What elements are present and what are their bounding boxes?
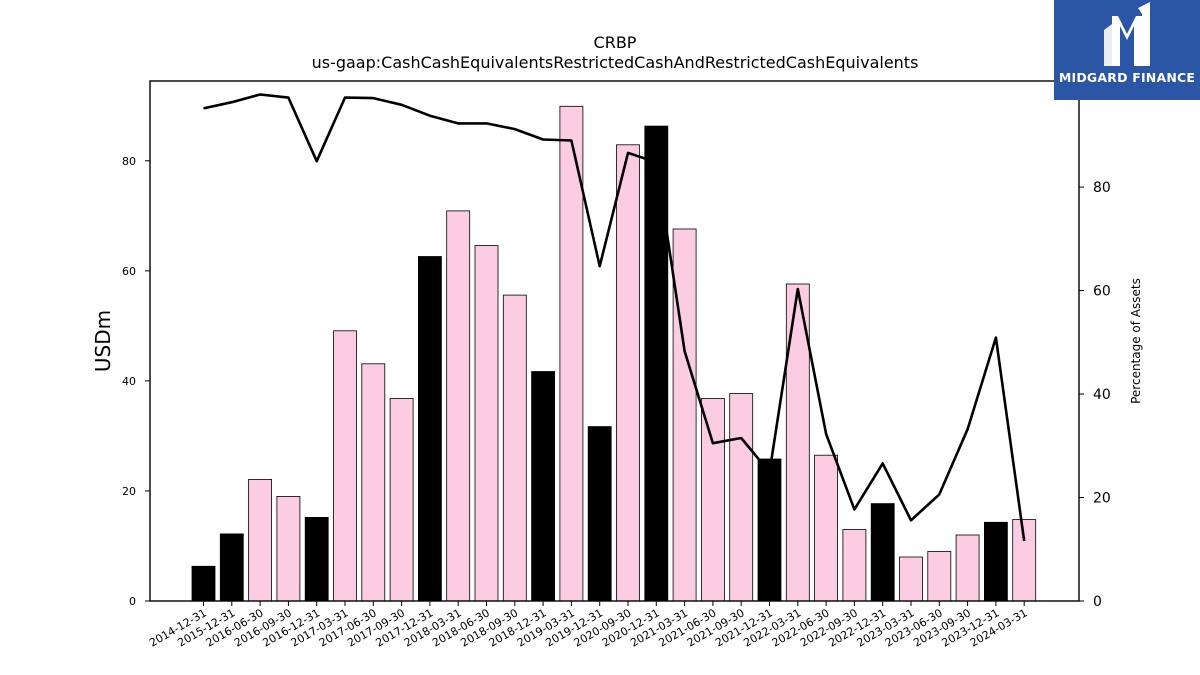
y-tick-label: 60: [122, 265, 136, 278]
y-axis-label: USDm: [91, 310, 115, 372]
brand-name: MIDGARD FINANCE: [1058, 70, 1196, 85]
y-axis-right-label: Percentage of Assets: [1129, 278, 1143, 404]
bar-2018-03-31: [446, 210, 471, 602]
y-right-tick-label: 0: [1093, 594, 1102, 610]
bars-group: [191, 105, 1037, 602]
bar-2017-12-31: [417, 256, 442, 602]
y-axis-right: 0 20 40 60 80: [1079, 180, 1111, 610]
brand-logo: MIDGARD FINANCE: [1054, 0, 1200, 100]
y-right-tick-label: 60: [1093, 284, 1111, 300]
y-tick-label: 80: [122, 155, 136, 168]
bar-2018-06-30: [474, 245, 499, 602]
bar-2016-09-30: [276, 495, 301, 602]
bar-2017-03-31: [333, 330, 357, 602]
x-axis: 2014-12-312015-12-312016-06-302016-09-30…: [147, 601, 1030, 650]
bar-2016-06-30: [248, 478, 273, 602]
y-tick-label: 0: [129, 595, 136, 608]
bar-2020-12-31: [644, 125, 669, 602]
y-right-tick-label: 80: [1093, 180, 1111, 196]
y-axis-left: 0 20 40 60 80: [122, 155, 150, 608]
bar-2018-12-31: [531, 371, 555, 602]
bar-2023-12-31: [984, 521, 1008, 602]
bar-2021-03-31: [672, 228, 697, 602]
bar-2021-06-30: [701, 398, 725, 602]
bar-2023-09-30: [955, 534, 980, 602]
bar-2019-12-31: [587, 426, 612, 602]
bar-2017-06-30: [361, 363, 386, 602]
bar-2014-12-31: [191, 565, 216, 602]
percentage-line: [203, 93, 1026, 542]
bar-2021-09-30: [729, 393, 754, 602]
y-tick-label: 20: [122, 485, 136, 498]
plot-frame: [149, 80, 1080, 602]
bar-2022-09-30: [842, 529, 867, 602]
bar-2016-12-31: [304, 517, 329, 602]
bar-2023-03-31: [899, 556, 923, 602]
bar-2022-12-31: [870, 503, 895, 602]
bar-2017-09-30: [389, 398, 414, 602]
midgard-m-logo-icon: [1104, 2, 1150, 66]
y-tick-label: 40: [122, 375, 136, 388]
bar-2022-06-30: [814, 454, 838, 602]
bar-2020-09-30: [616, 144, 640, 602]
bar-2018-09-30: [502, 294, 527, 602]
bar-2015-12-31: [219, 533, 244, 602]
y-right-tick-label: 20: [1093, 491, 1111, 507]
chart-title: CRBP: [594, 33, 637, 52]
y-right-tick-label: 40: [1093, 387, 1111, 403]
chart-subtitle: us-gaap:CashCashEquivalentsRestrictedCas…: [312, 53, 919, 72]
bar-2023-06-30: [927, 551, 952, 602]
bar-2021-12-31: [757, 458, 782, 602]
